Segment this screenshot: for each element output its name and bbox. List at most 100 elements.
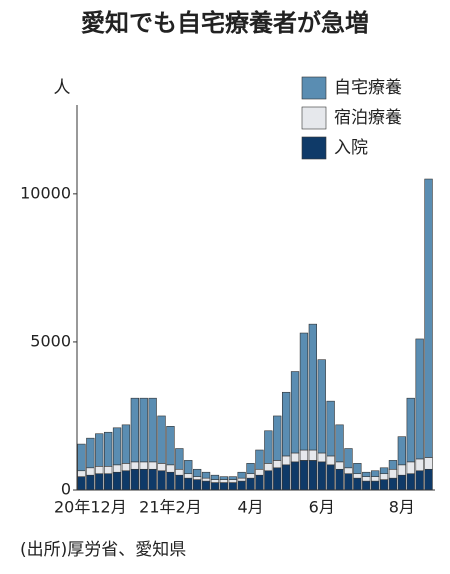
- bar-segment: [255, 468, 264, 476]
- bar-segment: [397, 474, 406, 491]
- bar-segment: [237, 477, 246, 482]
- bar-segment: [335, 461, 344, 470]
- y-axis-label: 人: [54, 78, 71, 98]
- legend-label: 宿泊療養: [334, 108, 402, 128]
- chart-title: 愛知でも自宅療養者が急増: [81, 9, 369, 37]
- bar-segment: [406, 473, 415, 491]
- bar-segment: [157, 463, 166, 472]
- bar-segment: [353, 463, 362, 475]
- bar-segment: [121, 470, 131, 491]
- bar-segment: [112, 471, 122, 491]
- bar-segment: [86, 437, 95, 469]
- legend-label: 自宅療養: [334, 78, 402, 98]
- bar-segment: [246, 477, 255, 491]
- bar-segment: [273, 467, 282, 491]
- bar-segment: [184, 473, 193, 479]
- bar-segment: [95, 466, 104, 475]
- bar-segment: [175, 468, 184, 476]
- bar-segment: [139, 468, 148, 491]
- legend-swatch: [301, 136, 327, 160]
- bar-segment: [193, 468, 202, 477]
- bar-segment: [290, 461, 300, 491]
- bar-segment: [86, 474, 95, 491]
- bar-segment: [353, 473, 362, 479]
- bar-segment: [370, 476, 380, 482]
- bar-segment: [139, 461, 148, 470]
- bar-segment: [344, 473, 353, 491]
- bar-segment: [184, 477, 193, 491]
- bar-segment: [95, 473, 104, 491]
- bar-segment: [255, 474, 264, 491]
- bar-segment: [344, 467, 353, 475]
- bar-segment: [281, 464, 291, 491]
- bar-segment: [130, 461, 139, 470]
- bar-segment: [406, 397, 415, 463]
- bar-segment: [219, 482, 228, 491]
- bar-segment: [210, 474, 220, 480]
- source-note: (出所)厚労省、愛知県: [20, 540, 186, 560]
- bar-segment: [379, 473, 389, 480]
- bar-segment: [139, 397, 148, 463]
- bar-segment: [157, 415, 166, 464]
- bar-segment: [273, 460, 282, 469]
- bar-segment: [335, 424, 344, 463]
- bar-segment: [175, 474, 184, 491]
- bar-segment: [397, 464, 406, 476]
- bar-segment: [104, 466, 113, 475]
- bar-segment: [362, 476, 371, 482]
- bar-segment: [397, 436, 406, 466]
- bar-segment: [130, 397, 139, 463]
- bar-segment: [370, 470, 380, 477]
- bar-segment: [95, 433, 104, 467]
- x-tick-label: 6月: [309, 498, 335, 517]
- bar-segment: [326, 464, 335, 491]
- bar-segment: [379, 479, 389, 491]
- bar-segment: [379, 467, 389, 475]
- bar-segment: [184, 460, 193, 475]
- bar-segment: [299, 332, 309, 451]
- bar-segment: [388, 468, 398, 479]
- bar-segment: [210, 482, 220, 491]
- bar-segment: [201, 477, 211, 482]
- bar-segment: [299, 460, 309, 491]
- bar-segment: [237, 471, 246, 479]
- bar-segment: [281, 391, 291, 457]
- bar-segment: [326, 400, 335, 457]
- bar-segment: [362, 471, 371, 477]
- legend-swatch: [301, 106, 327, 130]
- bar-segment: [157, 470, 166, 491]
- bar-segment: [104, 473, 113, 491]
- bar-segment: [317, 461, 326, 491]
- bar-segment: [308, 323, 317, 451]
- bar-segment: [130, 468, 139, 491]
- bar-segment: [264, 430, 273, 464]
- bar-segment: [308, 460, 317, 491]
- bar-segment: [175, 448, 184, 470]
- bar-segment: [317, 359, 326, 454]
- bar-segment: [86, 467, 95, 476]
- bar-segment: [415, 338, 424, 460]
- bar-segment: [388, 477, 398, 491]
- x-tick-label: 8月: [389, 498, 415, 517]
- bar-segment: [424, 457, 433, 470]
- bar-segment: [335, 468, 344, 491]
- bar-segment: [308, 449, 317, 461]
- y-tick-label: 5000: [30, 331, 71, 350]
- bar-segment: [317, 452, 326, 463]
- x-tick-label: 4月: [237, 498, 263, 517]
- bar-segment: [210, 479, 220, 483]
- x-tick-label: 20年12月: [54, 498, 127, 517]
- bar-segment: [273, 415, 282, 461]
- bar-segment: [246, 463, 255, 475]
- bar-segment: [166, 471, 175, 491]
- y-tick-label: 10000: [20, 183, 71, 202]
- bar-segment: [228, 482, 237, 491]
- bar-segment: [290, 371, 300, 454]
- bar-segment: [370, 480, 380, 491]
- bar-segment: [219, 479, 228, 483]
- bar-segment: [415, 470, 424, 491]
- bar-segment: [406, 461, 415, 475]
- bar-segment: [121, 463, 131, 472]
- bar-segment: [228, 476, 237, 480]
